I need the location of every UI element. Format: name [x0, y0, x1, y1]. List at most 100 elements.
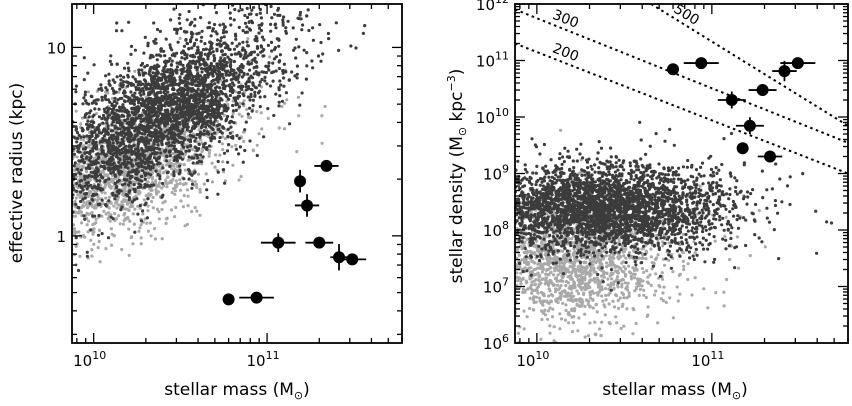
- galaxy-dot: [290, 70, 294, 74]
- galaxy-dot: [44, 219, 47, 222]
- galaxy-dot: [75, 136, 79, 140]
- galaxy-dot: [270, 16, 274, 20]
- galaxy-dot: [90, 125, 94, 129]
- galaxy-dot: [137, 71, 141, 75]
- galaxy-dot: [90, 248, 94, 252]
- galaxy-dot: [168, 57, 172, 61]
- galaxy-dot: [155, 83, 159, 87]
- galaxy-dot: [59, 158, 62, 161]
- galaxy-dot: [132, 143, 136, 147]
- galaxy-dot: [185, 188, 189, 192]
- galaxy-dot: [234, 108, 238, 112]
- galaxy-dot: [247, 12, 251, 16]
- galaxy-dot: [41, 174, 44, 177]
- galaxy-dot: [161, 136, 165, 141]
- galaxy-dot: [212, 65, 216, 69]
- galaxy-dot: [206, 130, 210, 134]
- galaxy-dot: [174, 122, 178, 126]
- galaxy-dot: [125, 80, 129, 84]
- galaxy-dot: [173, 167, 177, 171]
- galaxy-dot: [33, 158, 36, 161]
- galaxy-dot: [81, 188, 85, 192]
- galaxy-dot: [82, 160, 87, 165]
- galaxy-dot: [200, 70, 204, 74]
- galaxy-dot: [49, 226, 52, 229]
- galaxy-dot: [105, 106, 109, 110]
- galaxy-dot: [68, 238, 71, 241]
- galaxy-dot: [230, 145, 234, 149]
- galaxy-dot: [243, 52, 247, 56]
- galaxy-dot: [115, 101, 119, 105]
- galaxy-dot: [209, 116, 213, 120]
- galaxy-dot: [293, 46, 297, 50]
- galaxy-dot: [277, 100, 281, 104]
- galaxy-dot: [130, 158, 134, 162]
- galaxy-dot: [103, 167, 107, 171]
- galaxy-dot: [240, 8, 244, 12]
- galaxy-dot: [32, 239, 35, 242]
- galaxy-dot: [205, 95, 209, 99]
- galaxy-dot: [123, 100, 127, 104]
- galaxy-dot: [27, 242, 30, 245]
- galaxy-dot: [54, 224, 57, 227]
- galaxy-dot: [53, 189, 56, 192]
- galaxy-dot: [151, 180, 155, 184]
- galaxy-dot: [37, 165, 40, 168]
- galaxy-dot: [161, 166, 165, 170]
- galaxy-dot: [42, 224, 45, 227]
- galaxy-dot: [56, 134, 59, 137]
- galaxy-dot: [61, 176, 64, 179]
- galaxy-dot: [166, 87, 170, 91]
- galaxy-dot: [167, 113, 171, 117]
- galaxy-dot: [107, 137, 112, 141]
- galaxy-dot: [100, 117, 104, 121]
- galaxy-dot: [172, 108, 176, 112]
- galaxy-dot: [54, 176, 57, 179]
- galaxy-dot: [85, 250, 89, 254]
- galaxy-dot: [74, 244, 78, 248]
- galaxy-dot: [123, 118, 127, 123]
- galaxy-dot: [79, 141, 83, 146]
- galaxy-dot: [32, 111, 35, 114]
- galaxy-dot: [106, 124, 110, 128]
- galaxy-dot: [207, 154, 211, 158]
- galaxy-dot: [145, 216, 149, 220]
- galaxy-dot: [195, 101, 199, 105]
- galaxy-dot: [182, 44, 186, 48]
- galaxy-dot: [225, 117, 229, 121]
- galaxy-dot: [149, 83, 153, 87]
- galaxy-dot: [284, 29, 288, 33]
- galaxy-dot: [161, 163, 165, 167]
- galaxy-dot: [63, 144, 66, 147]
- galaxy-dot: [201, 104, 205, 108]
- galaxy-dot: [75, 155, 79, 159]
- galaxy-dot: [257, 31, 261, 35]
- galaxy-dot: [155, 207, 160, 211]
- galaxy-dot: [165, 154, 169, 159]
- galaxy-dot: [165, 171, 169, 175]
- galaxy-dot: [133, 137, 137, 141]
- galaxy-dot: [137, 81, 141, 85]
- galaxy-dot: [232, 59, 236, 64]
- galaxy-dot: [64, 163, 67, 166]
- galaxy-dot: [29, 209, 32, 212]
- galaxy-dot: [128, 156, 132, 160]
- galaxy-dot: [129, 131, 133, 136]
- galaxy-dot: [172, 116, 176, 120]
- galaxy-dot: [215, 76, 219, 80]
- galaxy-dot: [90, 254, 94, 258]
- galaxy-dot: [65, 200, 68, 203]
- galaxy-dot: [159, 151, 163, 155]
- galaxy-dot: [133, 48, 137, 52]
- galaxy-dot: [177, 83, 181, 87]
- galaxy-dot: [144, 160, 148, 164]
- galaxy-dot: [83, 93, 87, 97]
- galaxy-dot: [173, 215, 177, 219]
- galaxy-dot: [192, 93, 196, 97]
- galaxy-dot: [67, 225, 70, 228]
- galaxy-dot: [82, 78, 86, 82]
- galaxy-dot: [143, 79, 147, 83]
- galaxy-dot: [32, 215, 35, 218]
- galaxy-dot: [240, 63, 244, 67]
- galaxy-dot: [72, 135, 76, 139]
